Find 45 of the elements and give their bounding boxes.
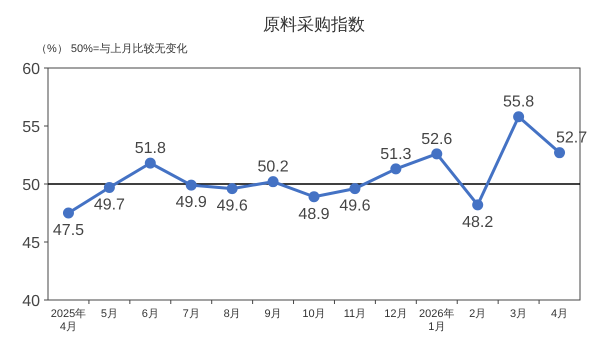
x-tick-label: 2月	[469, 308, 486, 320]
point	[104, 182, 115, 193]
x-tick-label: 6月	[142, 308, 159, 320]
data-label: 47.5	[52, 222, 84, 239]
x-tick-label: 3月	[510, 308, 528, 320]
y-tick-label: 55	[22, 119, 40, 136]
data-label: 49.6	[339, 198, 371, 215]
x-tick-label: 9月	[264, 308, 282, 320]
y-tick-label: 45	[22, 235, 40, 252]
data-label: 49.7	[94, 196, 126, 214]
point	[144, 158, 156, 169]
x-tick-label: 8月	[224, 308, 241, 320]
data-label: 50.2	[258, 158, 289, 176]
data-label: 55.8	[503, 94, 534, 111]
data-label: 49.9	[176, 194, 207, 212]
data-label: 51.8	[134, 140, 166, 158]
point	[349, 183, 360, 194]
y-tick-label: 60	[22, 61, 40, 78]
point	[308, 191, 320, 202]
point	[226, 183, 238, 194]
point	[554, 147, 566, 158]
point	[62, 208, 74, 218]
data-label: 52.6	[421, 130, 452, 148]
x-tick-label: 10月	[302, 308, 326, 320]
x-tick-label: 12月	[384, 308, 408, 320]
x-tick-label: 5月	[100, 308, 118, 320]
point	[390, 163, 402, 174]
y-tick-label: 50	[22, 177, 40, 194]
data-label: 49.6	[216, 198, 248, 215]
data-label: 48.9	[298, 206, 330, 223]
x-tick-label: 2026年 1月	[419, 308, 455, 333]
point	[472, 199, 484, 210]
x-tick-label: 2025年 4月	[50, 308, 86, 333]
data-label: 48.2	[462, 214, 494, 231]
y-tick-label: 40	[22, 293, 40, 310]
text: （%） 50%=与上月比较无变化	[36, 42, 188, 55]
x-tick-label: 11月	[344, 308, 366, 320]
point	[268, 176, 279, 188]
x-tick-label: 7月	[182, 308, 200, 320]
x-tick-label: 4月	[550, 308, 568, 320]
point	[431, 148, 442, 160]
data-label: 51.3	[380, 146, 412, 163]
point	[186, 180, 197, 191]
point	[513, 111, 524, 122]
chart-title: 原料采购指数	[263, 15, 365, 34]
